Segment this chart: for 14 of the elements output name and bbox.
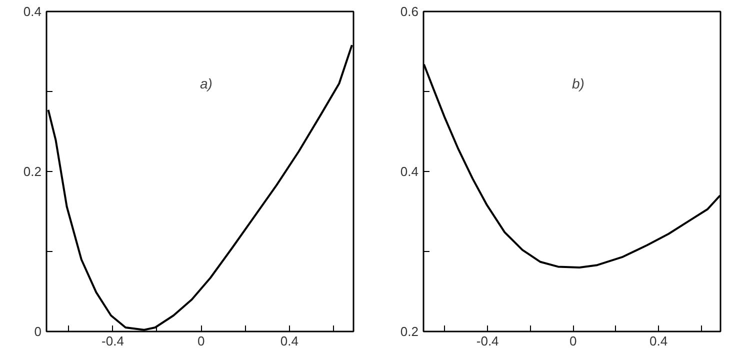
x-tick-label: 0 bbox=[197, 334, 205, 348]
x-tick-label: -0.4 bbox=[476, 334, 499, 348]
annotation: b) bbox=[572, 76, 584, 92]
y-tick-label: 0.6 bbox=[400, 4, 419, 19]
y-tick-label: 0.2 bbox=[23, 164, 42, 179]
x-tick-label: 0 bbox=[569, 334, 577, 348]
y-tick-label: 0 bbox=[34, 324, 42, 339]
y-tick-label: 0.4 bbox=[23, 4, 42, 19]
x-tick-label: 0.4 bbox=[280, 334, 298, 348]
x-tick-label: -0.4 bbox=[102, 334, 124, 348]
x-tick-label: 0.4 bbox=[650, 334, 668, 348]
annotation: a) bbox=[200, 76, 212, 92]
y-tick-label: 0.4 bbox=[400, 164, 419, 179]
y-tick-label: 0.2 bbox=[400, 324, 419, 339]
